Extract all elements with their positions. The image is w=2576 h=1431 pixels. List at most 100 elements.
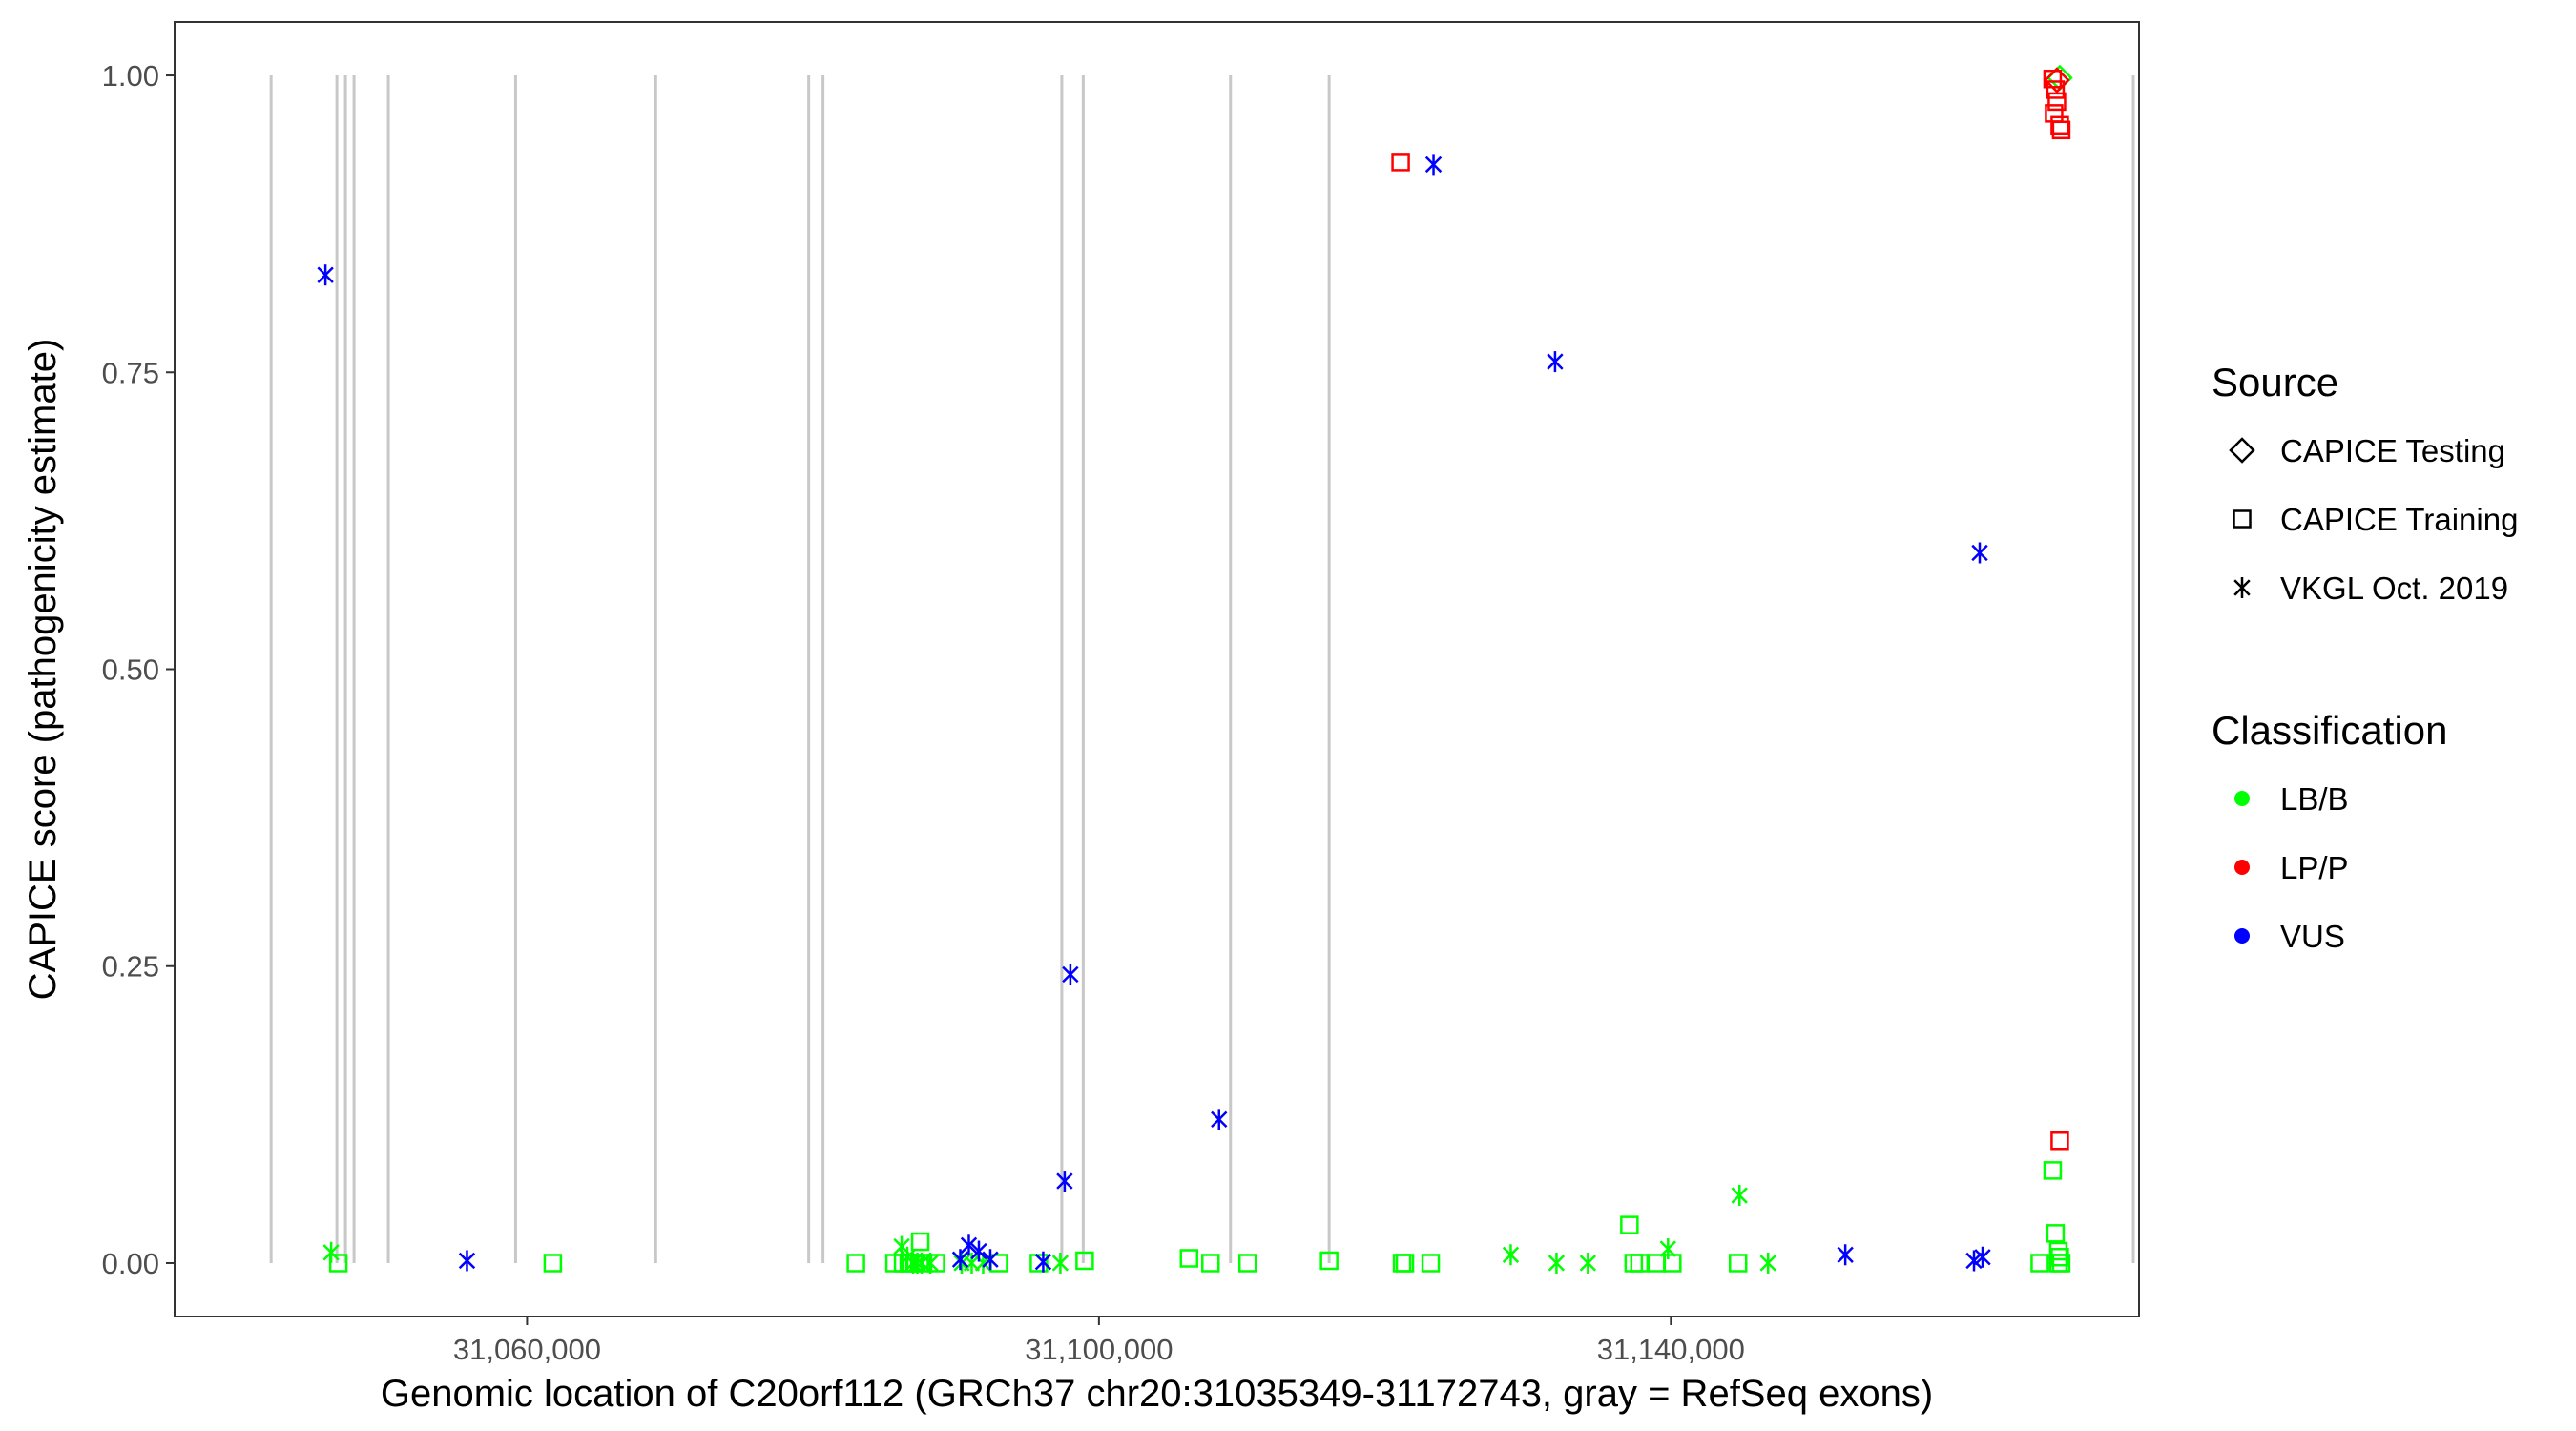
point-vus-asterisk <box>1965 1250 1983 1272</box>
x-axis-title: Genomic location of C20orf112 (GRCh37 ch… <box>381 1373 1933 1415</box>
asterisk-stroke <box>922 1255 939 1272</box>
point-lp-p-square <box>2050 115 2069 135</box>
legend-classification-title: Classification <box>2212 708 2447 753</box>
point-lb-b-square <box>846 1254 865 1273</box>
y-axis-title: CAPICE score (pathogenicity estimate) <box>22 339 64 1001</box>
legend-source-label: VKGL Oct. 2019 <box>2280 570 2508 606</box>
asterisk-stroke <box>1974 1249 1991 1266</box>
asterisk-stroke <box>893 1237 910 1255</box>
asterisk-stroke <box>1424 156 1443 174</box>
point-vus-asterisk <box>1547 351 1564 373</box>
point-vus-asterisk <box>317 264 334 286</box>
legend-source-label: CAPICE Testing <box>2280 433 2505 468</box>
exon-lines <box>269 75 2135 1263</box>
point-vus-asterisk <box>458 1250 476 1272</box>
point-lb-b-square <box>2043 1161 2063 1180</box>
point-vus-asterisk <box>1971 542 1988 564</box>
point-lb-b-square <box>2050 1248 2069 1267</box>
point-vus-asterisk <box>1837 1244 1854 1266</box>
point-lb-b-square <box>910 1232 930 1252</box>
point-vus-asterisk <box>960 1234 978 1256</box>
asterisk-stroke <box>951 1251 969 1268</box>
point-lb-b-asterisk <box>922 1252 939 1274</box>
point-vus-asterisk <box>1056 1171 1073 1192</box>
point-lp-p-diamond <box>2044 67 2070 93</box>
point-lb-b-square <box>1421 1254 1441 1273</box>
point-lb-b-asterisk <box>1579 1252 1597 1274</box>
axis-ticks: 0.00 0.25 0.50 0.75 1.00 31,060,000 31,100,000… <box>102 59 1745 1366</box>
point-vus-asterisk <box>970 1240 987 1262</box>
asterisk-stroke <box>1502 1246 1520 1263</box>
point-lb-b-square <box>543 1254 563 1273</box>
legend-color-key <box>2234 860 2250 875</box>
data-points <box>317 64 2073 1274</box>
legend-color-key <box>2234 791 2250 806</box>
asterisk-stroke <box>1056 1172 1073 1190</box>
legend-color-key <box>2234 928 2250 944</box>
asterisk-stroke <box>1034 1254 1052 1271</box>
point-lb-b-square <box>1728 1254 1748 1273</box>
asterisk-stroke <box>1051 1255 1070 1272</box>
point-lb-b-asterisk <box>1502 1244 1520 1266</box>
legend-classification-label: VUS <box>2280 919 2345 954</box>
point-lb-b-square <box>926 1254 945 1273</box>
point-lb-b-asterisk <box>1051 1252 1070 1274</box>
point-lp-p-square <box>2046 80 2066 99</box>
legend-square-key <box>2233 509 2252 529</box>
asterisk-stroke <box>317 266 334 283</box>
point-lp-p-square <box>2051 120 2071 140</box>
point-lb-b-square <box>1620 1215 1639 1234</box>
point-vus-asterisk <box>1424 154 1443 176</box>
point-vus-asterisk <box>982 1249 999 1271</box>
asterisk-stroke <box>1731 1187 1748 1204</box>
y-tick-label: 0.50 <box>102 653 159 687</box>
legend-source-label: CAPICE Training <box>2280 502 2518 537</box>
point-lb-b-square <box>1029 1254 1049 1273</box>
point-lb-b-square <box>1237 1254 1257 1273</box>
legend-source-title: Source <box>2212 360 2338 404</box>
asterisk-stroke <box>960 1236 978 1254</box>
asterisk-stroke <box>322 1244 340 1261</box>
legend: Source CAPICE Testing CAPICE Training VKGL … <box>2212 360 2518 954</box>
point-lb-b-square <box>2048 1241 2068 1261</box>
point-lb-b-square <box>2030 1254 2049 1273</box>
asterisk-stroke <box>1837 1246 1854 1263</box>
point-vus-asterisk <box>1034 1251 1052 1273</box>
legend-classification-label: LP/P <box>2280 850 2349 885</box>
y-tick-label: 0.00 <box>102 1247 159 1280</box>
point-lb-b-square <box>1319 1251 1339 1271</box>
point-lp-p-square <box>2047 92 2067 112</box>
point-lb-b-asterisk <box>1759 1252 1776 1274</box>
asterisk-stroke <box>970 1242 987 1260</box>
asterisk-stroke <box>982 1251 999 1268</box>
point-lb-b-asterisk <box>1548 1252 1566 1274</box>
legend-asterisk-key <box>2233 577 2251 598</box>
point-lb-b-square <box>1201 1254 1220 1273</box>
legend-classification-label: LB/B <box>2280 781 2349 817</box>
point-vus-asterisk <box>951 1249 969 1271</box>
asterisk-stroke <box>458 1252 476 1270</box>
point-lp-p-square <box>2050 1130 2069 1151</box>
asterisk-stroke <box>1579 1255 1597 1272</box>
point-lb-b-square <box>2046 1224 2066 1243</box>
point-lb-b-asterisk <box>322 1241 340 1263</box>
point-lb-b-square <box>1395 1254 1415 1273</box>
point-lb-b-asterisk <box>1731 1185 1748 1207</box>
asterisk-stroke <box>1965 1252 1983 1270</box>
asterisk-stroke <box>1548 1255 1566 1272</box>
x-tick-label: 31,060,000 <box>453 1333 601 1366</box>
asterisk-stroke <box>1971 544 1988 562</box>
point-vus-asterisk <box>1974 1246 1991 1268</box>
asterisk-stroke <box>1211 1110 1228 1129</box>
asterisk-stroke <box>1659 1240 1676 1257</box>
point-vus-asterisk <box>1062 964 1079 985</box>
asterisk-stroke <box>2233 579 2251 596</box>
asterisk-stroke <box>1547 353 1564 370</box>
y-tick-label: 1.00 <box>102 59 159 93</box>
x-tick-label: 31,140,000 <box>1597 1333 1745 1366</box>
y-tick-label: 0.75 <box>102 356 159 389</box>
point-lb-b-square <box>1663 1254 1682 1273</box>
x-tick-label: 31,100,000 <box>1025 1333 1173 1366</box>
point-lb-b-square <box>328 1254 348 1273</box>
